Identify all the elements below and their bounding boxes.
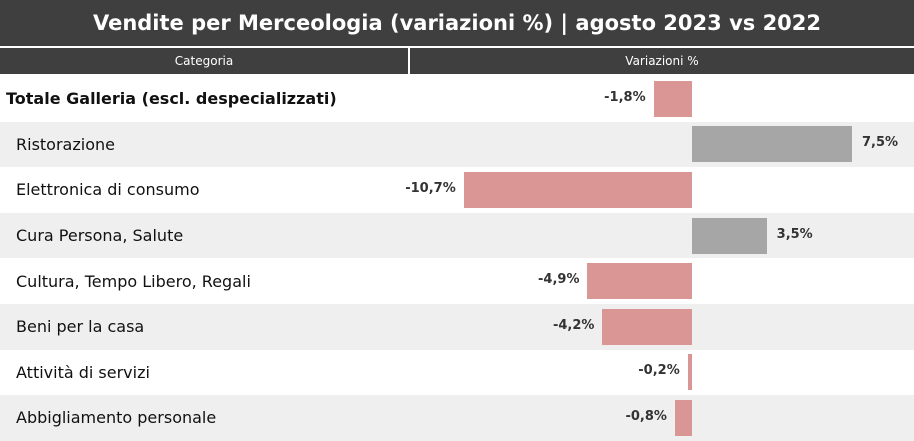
category-label: Beni per la casa [16, 317, 145, 337]
category-label: Totale Galleria (escl. despecializzati) [6, 89, 337, 109]
bar-value-label: 3,5% [776, 226, 813, 242]
bar [587, 263, 692, 300]
bar [687, 354, 692, 391]
bar [463, 171, 692, 208]
category-label: Abbigliamento personale [16, 408, 217, 428]
bar-value-label: -0,8% [625, 408, 667, 424]
chart-row: Ristorazione 7,5% [0, 121, 914, 168]
header-variazioni: Variazioni % [410, 48, 914, 74]
bar [653, 80, 692, 117]
bar-value-label: -10,7% [405, 180, 456, 196]
chart-row: Abbigliamento personale -0,8% [0, 395, 914, 441]
chart-row: Totale Galleria (escl. despecializzati) -… [0, 76, 914, 122]
bar [692, 217, 767, 254]
category-label: Ristorazione [16, 134, 115, 154]
chart-row: Cultura, Tempo Libero, Regali -4,9% [0, 258, 914, 304]
chart-title: Vendite per Merceologia (variazioni %) |… [0, 0, 914, 46]
category-label: Attività di servizi [16, 362, 150, 382]
header-categoria: Categoria [0, 48, 408, 74]
bar [674, 399, 692, 436]
bar-value-label: -0,2% [638, 363, 680, 379]
bar-value-label: 7,5% [862, 135, 899, 151]
category-label: Elettronica di consumo [16, 180, 200, 200]
bar [692, 126, 852, 163]
bar [602, 308, 692, 345]
chart-row: Attività di servizi -0,2% [0, 350, 914, 396]
category-label: Cura Persona, Salute [16, 226, 184, 246]
chart-row: Elettronica di consumo -10,7% [0, 167, 914, 213]
bar-value-label: -4,2% [552, 317, 595, 333]
category-label: Cultura, Tempo Libero, Regali [16, 271, 251, 291]
chart-row: Cura Persona, Salute 3,5% [0, 212, 914, 259]
bar-value-label: -4,9% [538, 272, 580, 288]
bar-value-label: -1,8% [604, 89, 646, 105]
chart-row: Beni per la casa -4,2% [0, 304, 914, 350]
